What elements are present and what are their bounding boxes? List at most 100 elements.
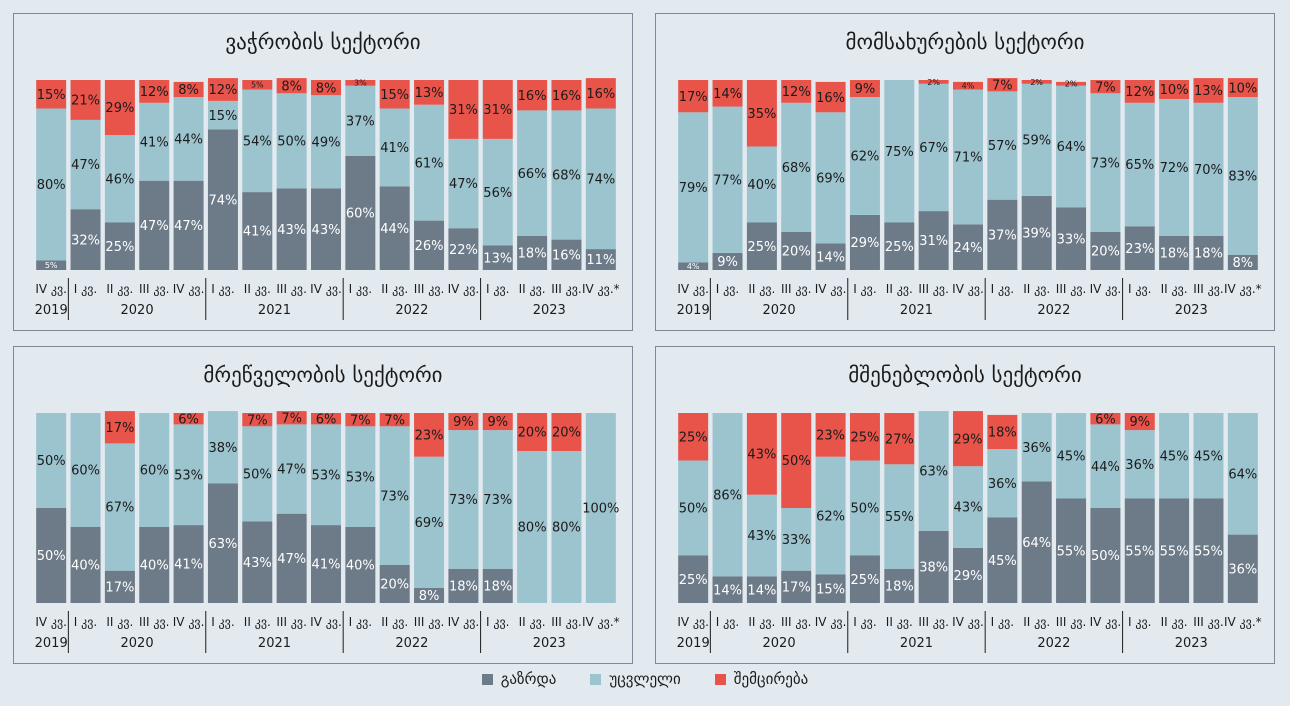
x-tick-label: IV კვ.	[815, 282, 847, 296]
data-label: 16%	[518, 89, 547, 104]
data-label: 17%	[105, 421, 134, 436]
bar-segment-increase	[36, 260, 67, 270]
data-label: 8%	[1233, 256, 1254, 271]
bar-segment-unchanged	[781, 102, 812, 232]
bar-segment-decrease	[36, 80, 67, 109]
data-label: 6%	[1095, 412, 1116, 427]
bar-segment-decrease	[551, 80, 582, 111]
data-label: 36%	[1228, 562, 1257, 577]
bar-segment-unchanged	[345, 426, 376, 527]
bar-segment-decrease	[815, 413, 846, 457]
x-tick-label: I კვ.	[211, 615, 234, 629]
bar-segment-increase	[1124, 226, 1155, 270]
bar-segment-unchanged	[345, 85, 376, 156]
bar-segment-unchanged	[1090, 424, 1121, 508]
data-label: 75%	[885, 145, 914, 160]
x-tick-label: II კვ.	[748, 615, 775, 629]
bar-segment-decrease	[884, 413, 915, 465]
x-tick-label: IV კვ.	[448, 615, 480, 629]
x-tick-label: III კვ.	[918, 282, 949, 296]
bar-segment-increase	[1227, 534, 1258, 603]
bar-segment-unchanged	[173, 424, 204, 526]
x-tick-label: II კვ.	[519, 282, 546, 296]
data-label: 7%	[350, 413, 371, 428]
stacked-bar-chart: 4% 79% 17% IV კვ. 9% 77% 14% I კვ. 25% 40% 35% II კ…	[677, 78, 1262, 320]
data-label: 74%	[208, 193, 237, 208]
bar-segment-unchanged	[36, 413, 67, 508]
data-label: 66%	[518, 167, 547, 182]
data-label: 41%	[243, 225, 272, 240]
x-tick-label: I კვ.	[716, 282, 739, 296]
bar-segment-decrease	[104, 411, 135, 444]
year-label: 2023	[533, 303, 566, 318]
data-label: 60%	[71, 464, 100, 479]
bar-segment-increase	[746, 222, 777, 270]
stacked-bar-chart: 50% 50% IV კვ. 40% 60% I კვ. 17% 67% 17% II კვ. 40…	[35, 411, 620, 653]
bar-segment-unchanged	[276, 93, 307, 189]
x-tick-label: II კვ.	[519, 615, 546, 629]
data-label: 36%	[988, 477, 1017, 492]
data-label: 12%	[208, 83, 237, 98]
x-tick-label: I კვ.	[1128, 282, 1151, 296]
data-label: 9%	[487, 415, 508, 430]
data-label: 16%	[552, 89, 581, 104]
bar-segment-unchanged	[746, 146, 777, 223]
legend-item-increase: გაზრდა	[481, 670, 556, 688]
x-tick-label: IV კვ.	[1090, 615, 1122, 629]
bar-segment-decrease	[953, 411, 983, 467]
data-label: 20%	[380, 578, 409, 593]
data-label: 41%	[312, 558, 341, 573]
bar-segment-unchanged	[173, 97, 204, 181]
data-label: 44%	[380, 222, 409, 237]
bar-segment-increase	[482, 245, 513, 270]
data-label: 50%	[277, 134, 306, 149]
year-label: 2021	[900, 636, 933, 651]
bar-segment-increase	[746, 576, 777, 603]
stacked-bar-chart: 25% 50% 25% IV კვ. 14% 86% I კვ. 14% 43% 43% II კვ…	[677, 411, 1262, 653]
data-label: 50%	[850, 502, 879, 517]
legend-swatch-unchanged	[590, 673, 602, 685]
bar-segment-decrease	[379, 80, 410, 109]
bar-segment-increase	[448, 568, 479, 603]
data-label: 64%	[1228, 467, 1257, 482]
bar-segment-unchanged	[884, 80, 915, 223]
data-label: 44%	[1091, 460, 1120, 475]
data-label: 80%	[37, 178, 66, 193]
data-label: 18%	[885, 580, 914, 595]
bar-segment-increase	[139, 180, 170, 270]
x-tick-label: I კვ.	[486, 282, 509, 296]
x-tick-label: IV კვ.	[35, 282, 67, 296]
bar-segment-increase	[551, 239, 582, 270]
data-label: 56%	[483, 186, 512, 201]
data-label: 47%	[449, 177, 478, 192]
data-label: 25%	[885, 240, 914, 255]
data-label: 53%	[174, 468, 203, 483]
data-label: 18%	[483, 580, 512, 595]
data-label: 7%	[247, 413, 268, 428]
x-tick-label: I კვ.	[1128, 615, 1151, 629]
year-label: 2021	[900, 303, 933, 318]
x-tick-label: II კვ.	[1023, 615, 1050, 629]
bar-segment-increase	[712, 252, 743, 270]
data-label: 25%	[747, 240, 776, 255]
data-label: 14%	[747, 583, 776, 598]
data-label: 22%	[449, 243, 478, 258]
year-label: 2021	[258, 636, 291, 651]
bar-segment-unchanged	[1021, 413, 1052, 482]
year-label: 2022	[1037, 303, 1070, 318]
data-label: 41%	[380, 141, 409, 156]
data-label: 32%	[71, 233, 100, 248]
data-label: 55%	[1057, 544, 1086, 559]
data-label: 68%	[782, 161, 811, 176]
data-label: 45%	[1194, 449, 1223, 464]
x-tick-label: III კვ.	[276, 282, 307, 296]
bar-segment-decrease	[311, 80, 341, 96]
data-label: 16%	[816, 91, 845, 106]
bar-segment-decrease	[551, 413, 582, 451]
bar-segment-decrease	[1021, 80, 1052, 84]
data-label: 24%	[954, 241, 983, 256]
bar-segment-unchanged	[139, 413, 170, 527]
x-tick-label: II კვ.	[748, 282, 775, 296]
bar-segment-decrease	[746, 413, 777, 495]
data-label: 38%	[919, 561, 948, 576]
